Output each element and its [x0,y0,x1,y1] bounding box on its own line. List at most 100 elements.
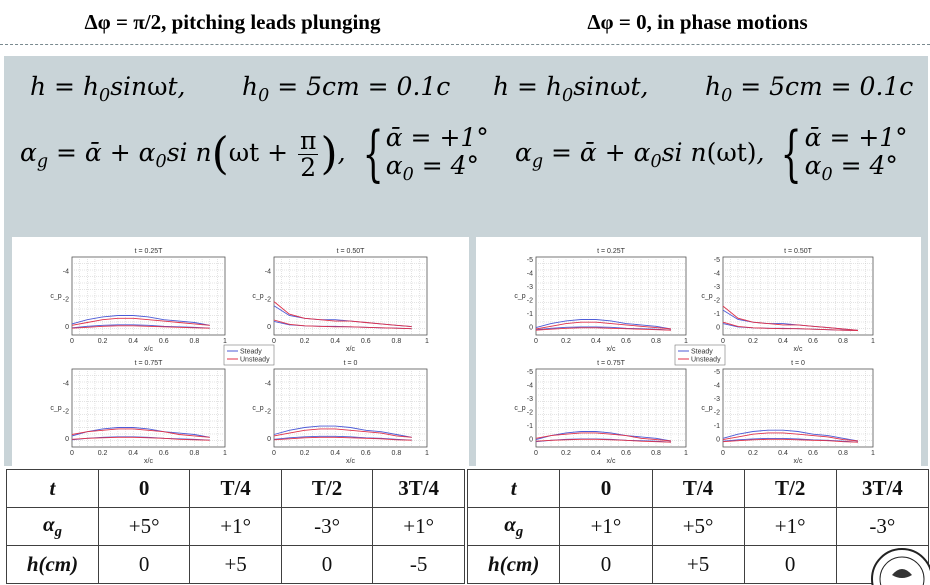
y-axis-label: c_p [514,405,525,412]
table-row: h(cm) 0 +5 0 [466,545,930,584]
y-axis-label: c_p [252,405,263,412]
y-tick-label: -4 [714,271,720,278]
right-cp-svg: t = 0.25T -5 -4 -3 -2 -1 0 c_p 0 0.2 0.4 0.6 0.8 1 x/c… [514,248,875,465]
x-tick-label: 1 [425,338,429,345]
table-cell: 0 [97,545,191,584]
row-label-h: h(cm) [466,545,561,584]
unsteady-curve [722,432,859,442]
x-tick-label: 0.4 [591,338,601,345]
x-axis-label: x/c [346,458,355,465]
amplitude-formula-right: h0 = 5cm = 0.1c [705,72,914,107]
steady-curve [535,431,672,442]
y-axis-label: c_p [701,293,712,300]
steady-curve [71,315,210,326]
x-axis-label: x/c [144,458,153,465]
x-tick-label: 0.4 [330,450,340,457]
plot-title: t = 0.50T [784,248,813,255]
table-cell: +5 [651,545,745,584]
y-tick-label: -4 [527,383,533,390]
table-cell: +1° [189,507,282,546]
x-tick-label: 0.2 [300,450,310,457]
x-tick-label: 0 [272,338,276,345]
x-tick-label: 0.6 [159,450,169,457]
x-tick-label: 0.6 [808,450,818,457]
y-axis-label: c_p [701,405,712,412]
table-cell: -5 [372,545,465,584]
table-row: αg +1° +5° +1° -3° [466,507,930,546]
x-axis-label: x/c [144,346,153,353]
x-tick-label: 0.2 [98,338,108,345]
steady-curve [535,326,672,331]
y-tick-label: -2 [714,410,720,417]
x-tick-label: 1 [223,450,227,457]
y-tick-label: -4 [265,380,271,387]
y-tick-label: -1 [714,423,720,430]
x-tick-label: 0 [534,450,538,457]
unsteady-curve [71,428,210,438]
right-header: Δφ = 0, in phase motions [587,10,808,34]
row-label-alpha: αg [466,507,561,546]
y-tick-label: -4 [265,268,271,275]
x-tick-label: 0.6 [808,338,818,345]
y-tick-label: -2 [63,296,69,303]
y-tick-label: -1 [527,311,533,318]
x-tick-label: 0 [70,450,74,457]
table-cell: +1° [372,507,465,546]
plot-title: t = 0.25T [135,248,164,255]
unsteady-curve [722,321,859,332]
y-tick-label: 0 [529,324,533,331]
y-tick-label: -2 [63,408,69,415]
y-tick-label: -3 [714,396,720,403]
steady-curve [273,425,412,438]
x-axis-label: x/c [346,346,355,353]
x-tick-label: 0.8 [392,450,402,457]
x-tick-label: 1 [871,338,875,345]
x-tick-label: 1 [684,450,688,457]
steady-curve [722,429,859,442]
x-tick-label: 0.4 [778,450,788,457]
x-tick-label: 0.4 [128,450,138,457]
y-tick-label: -3 [527,396,533,403]
x-tick-label: 1 [425,450,429,457]
x-axis-label: x/c [607,458,616,465]
x-tick-label: 0.4 [778,338,788,345]
x-tick-label: 1 [223,338,227,345]
y-tick-label: 0 [267,436,271,443]
pitch-formula-left: αg = ᾱ + α0si n(ωt + π 2), {ᾱ = +1° α0 = 4… [20,119,489,190]
y-tick-label: -5 [714,369,720,376]
x-tick-label: 0 [721,450,725,457]
table-header-cell: t [6,469,99,508]
left-table: t 0 T/4 T/2 3T/4 αg +5° +1° -3° +1° h(cm… [6,469,465,584]
y-tick-label: 0 [267,324,271,331]
plunge-formula-right: h = h0sinωt, [493,72,649,107]
steady-curve [535,319,672,330]
steady-curve [273,435,412,441]
y-tick-label: 0 [716,436,720,443]
unsteady-curve [535,327,672,331]
table-header-cell: 3T/4 [372,469,465,508]
unsteady-curve [535,432,672,442]
y-tick-label: -4 [63,380,69,387]
y-tick-label: -3 [714,284,720,291]
table-cell: 0 [743,545,837,584]
x-tick-label: 0 [70,338,74,345]
table-cell: +5° [651,507,745,546]
table-header-cell: T/4 [189,469,282,508]
x-tick-label: 0.6 [361,338,371,345]
x-tick-label: 0.8 [651,450,661,457]
unsteady-curve [71,325,210,329]
x-tick-label: 1 [871,450,875,457]
table-cell: +1° [559,507,653,546]
x-tick-label: 0.6 [621,338,631,345]
x-tick-label: 0.2 [98,450,108,457]
y-axis-label: c_p [50,405,61,412]
x-tick-label: 0.6 [159,338,169,345]
x-tick-label: 0.6 [621,450,631,457]
plunge-formula-left: h = h0sinωt, [30,72,186,107]
table-row: h(cm) 0 +5 0 -5 [6,545,465,584]
legend-steady-label: Steady [691,349,713,356]
table-header-cell: 0 [97,469,191,508]
table-header-cell: 0 [559,469,653,508]
y-tick-label: -2 [714,298,720,305]
x-tick-label: 0.8 [392,338,402,345]
